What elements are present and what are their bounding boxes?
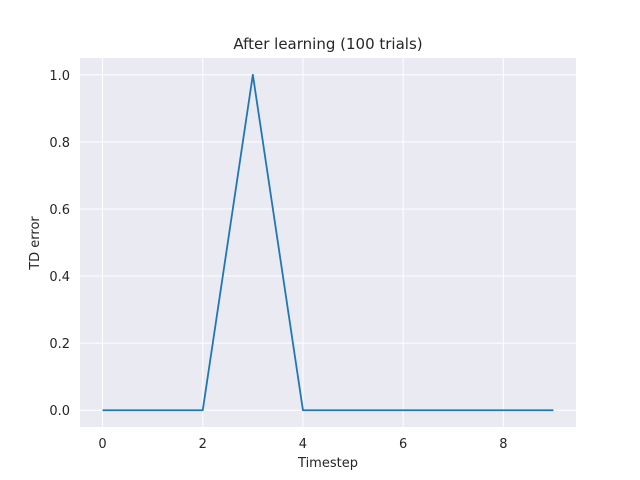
series-lines bbox=[102, 73, 554, 412]
plot-background bbox=[80, 58, 576, 427]
x-tick-label: 0 bbox=[98, 437, 106, 452]
chart-title: After learning (100 trials) bbox=[233, 35, 422, 53]
x-tick-labels: 0 2 4 6 8 bbox=[98, 437, 507, 452]
y-tick-label: 0.6 bbox=[49, 203, 70, 218]
y-axis-label: TD error bbox=[28, 216, 43, 271]
y-tick-label: 0.2 bbox=[49, 337, 70, 352]
y-tick-label: 0.0 bbox=[49, 404, 70, 419]
x-tick-label: 4 bbox=[299, 437, 307, 452]
x-tick-label: 6 bbox=[399, 437, 407, 452]
x-axis-label: Timestep bbox=[297, 456, 358, 471]
y-tick-label: 0.4 bbox=[49, 270, 70, 285]
series-line bbox=[102, 73, 554, 412]
y-tick-labels: 0.0 0.2 0.4 0.6 0.8 1.0 bbox=[49, 69, 70, 419]
y-tick-label: 0.8 bbox=[49, 136, 70, 151]
y-tick-label: 1.0 bbox=[49, 69, 70, 84]
x-tick-label: 8 bbox=[499, 437, 507, 452]
x-tick-label: 2 bbox=[199, 437, 207, 452]
